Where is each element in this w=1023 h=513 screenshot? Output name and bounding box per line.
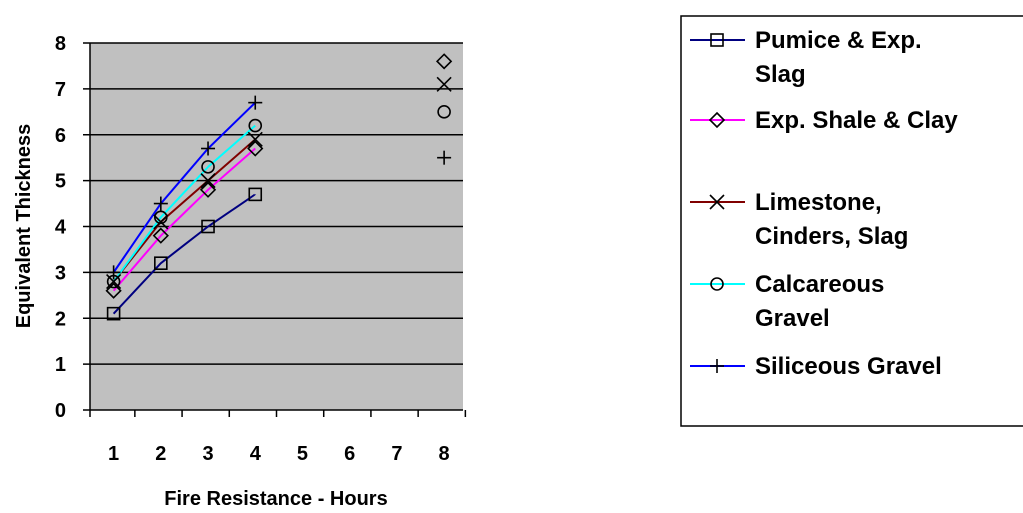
data-point [153, 196, 168, 211]
legend-entry-3: Calcareous Gravel [690, 271, 884, 332]
legend-entry-0: Pumice & Exp. Slag [690, 27, 922, 88]
data-point [247, 131, 263, 147]
legend-swatch-marker [710, 359, 724, 373]
y-tick-label: 8 [55, 33, 66, 55]
series-line-3 [112, 124, 256, 283]
legend-label: Siliceous Gravel [755, 353, 942, 380]
legend-entry-2: Limestone, Cinders, Slag [690, 189, 908, 250]
data-point [248, 187, 263, 202]
data-point [154, 256, 168, 271]
x-axis-title: Fire Resistance - Hours [164, 488, 387, 510]
y-tick-label: 7 [55, 79, 66, 101]
data-point-8h [437, 150, 452, 165]
y-tick-label: 5 [55, 171, 66, 193]
x-tick-label: 3 [202, 443, 213, 465]
legend-label: Gravel [755, 305, 830, 332]
y-tick-label: 0 [55, 400, 66, 422]
data-point-8h [436, 76, 452, 92]
y-tick-label: 3 [55, 262, 66, 284]
legend-label: Exp. Shale & Clay [755, 107, 958, 134]
legend: Pumice & Exp. Slag Exp. Shale & Clay Limest… [690, 27, 958, 380]
data-point [199, 181, 217, 198]
series-line-4 [112, 101, 257, 273]
legend-swatch-marker [709, 194, 725, 210]
series-markers [105, 53, 453, 321]
data-point [106, 306, 121, 321]
series-line-0 [112, 193, 256, 315]
legend-label: Slag [755, 61, 806, 88]
data-point [201, 141, 216, 156]
x-ticks: 1 2 3 4 5 6 7 8 [89, 410, 467, 465]
data-point [247, 140, 264, 157]
data-point [105, 282, 122, 299]
data-point [201, 160, 215, 174]
y-tick-label: 4 [55, 217, 67, 239]
x-tick-label: 8 [439, 443, 450, 465]
series-line-1 [112, 147, 256, 292]
x-tick-label: 2 [155, 443, 166, 465]
legend-label: Limestone, [755, 189, 882, 216]
data-point-8h [435, 53, 453, 70]
x-tick-label: 5 [297, 443, 308, 465]
legend-label: Calcareous [755, 271, 884, 298]
x-tick-label: 6 [344, 443, 355, 465]
data-point [154, 210, 168, 225]
series-line-2 [112, 138, 256, 283]
y-axis-title: Equivalent Thickness [13, 124, 35, 329]
legend-swatch-marker [708, 111, 726, 129]
data-point-8h [437, 105, 451, 119]
x-tick-label: 4 [250, 443, 262, 465]
y-tick-label: 2 [55, 308, 66, 330]
data-point [248, 118, 263, 133]
data-point [248, 95, 263, 110]
legend-swatch-marker [710, 33, 724, 47]
legend-label: Cinders, Slag [755, 223, 908, 250]
data-point [200, 173, 216, 189]
data-point [106, 265, 121, 280]
legend-box [680, 15, 1023, 427]
data-point [152, 227, 169, 244]
data-point [153, 214, 169, 230]
y-tick-label: 6 [55, 125, 66, 147]
x-tick-label: 1 [108, 443, 119, 465]
series-lines [112, 101, 257, 315]
x-tick-label: 7 [391, 443, 402, 465]
legend-swatch-marker [710, 277, 724, 291]
y-tick-label: 1 [55, 354, 66, 376]
data-point [201, 219, 215, 234]
legend-entry-1: Exp. Shale & Clay [690, 107, 958, 134]
legend-entry-4: Siliceous Gravel [690, 353, 942, 380]
y-ticks: 0 1 2 3 4 5 6 7 8 [55, 33, 90, 422]
legend-label: Pumice & Exp. [755, 27, 922, 54]
